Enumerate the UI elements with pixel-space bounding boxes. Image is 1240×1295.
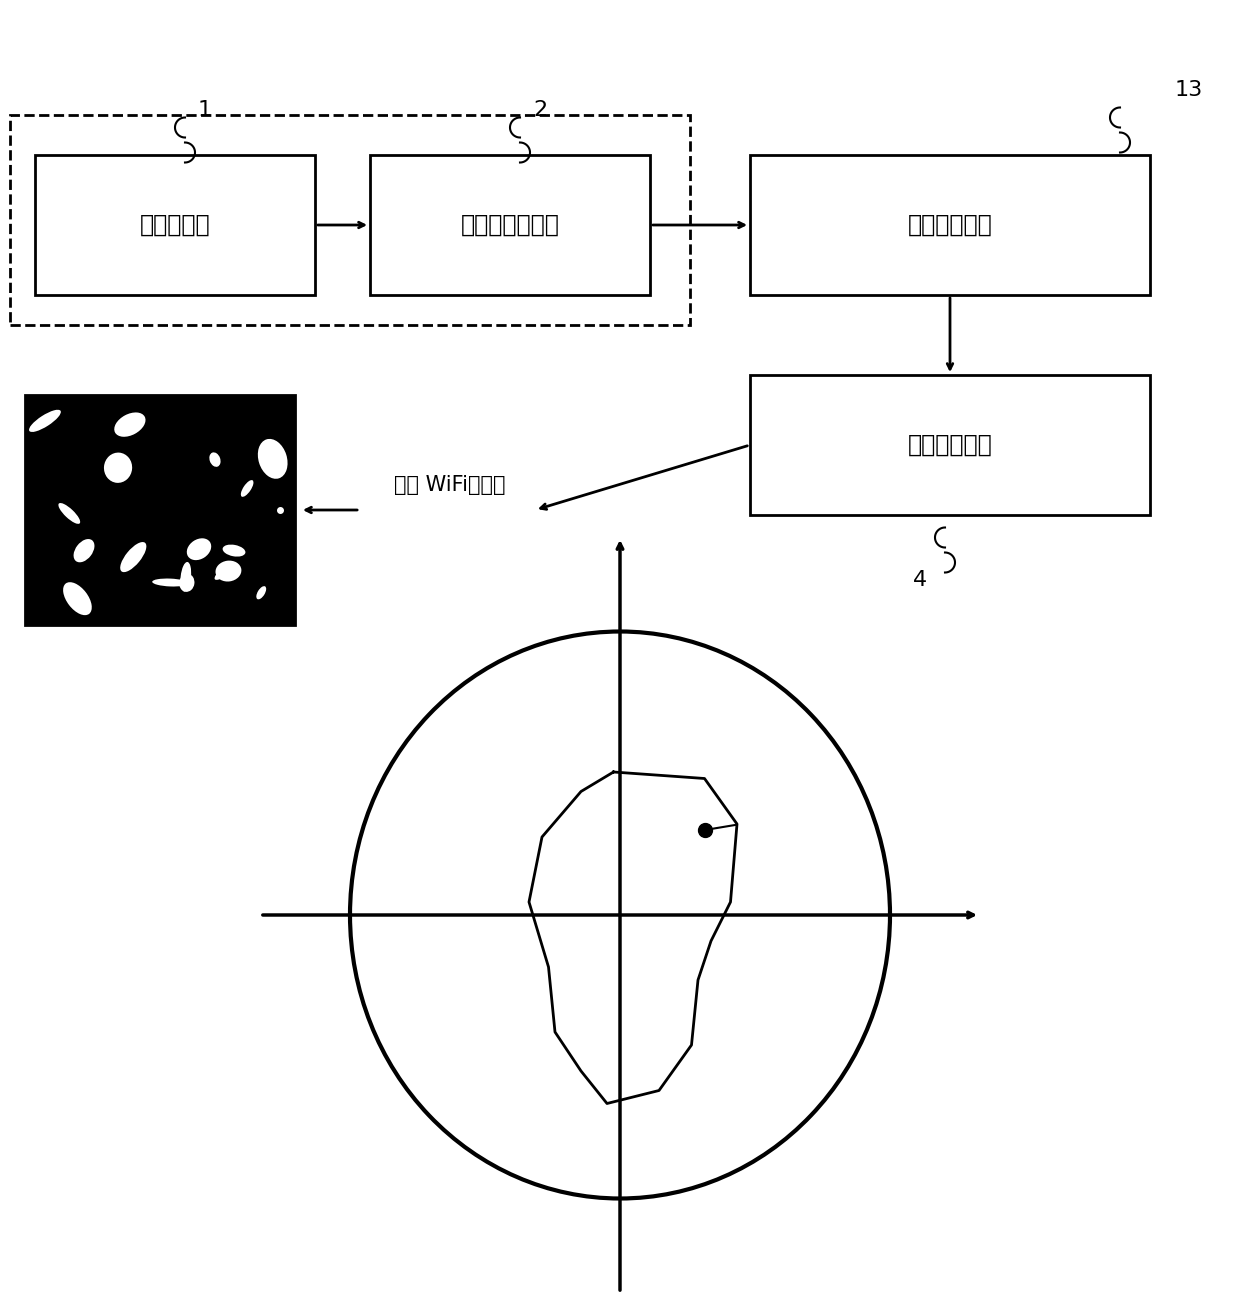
Ellipse shape — [114, 412, 145, 436]
Ellipse shape — [210, 452, 221, 466]
Text: 2: 2 — [533, 100, 547, 120]
Ellipse shape — [58, 502, 81, 524]
Bar — [10, 115, 689, 325]
Ellipse shape — [104, 452, 133, 483]
Ellipse shape — [258, 439, 288, 479]
Text: 1: 1 — [198, 100, 212, 120]
Bar — [35, 155, 315, 295]
Text: 数字测微计: 数字测微计 — [140, 212, 211, 237]
Ellipse shape — [241, 480, 253, 497]
Bar — [750, 155, 1149, 295]
Bar — [25, 395, 295, 625]
Ellipse shape — [216, 561, 242, 581]
Text: 无线 WiFi或有线: 无线 WiFi或有线 — [394, 475, 506, 495]
Bar — [750, 376, 1149, 515]
Ellipse shape — [180, 574, 195, 592]
Ellipse shape — [153, 579, 188, 587]
Text: 数据通讯终端: 数据通讯终端 — [908, 433, 992, 457]
Ellipse shape — [73, 539, 94, 562]
Text: 数据采集控制器: 数据采集控制器 — [460, 212, 559, 237]
Ellipse shape — [181, 562, 191, 592]
Ellipse shape — [63, 583, 92, 615]
Ellipse shape — [215, 562, 236, 580]
Ellipse shape — [187, 539, 211, 561]
Text: 多路串口服务: 多路串口服务 — [908, 212, 992, 237]
Text: 4: 4 — [913, 570, 928, 591]
Ellipse shape — [223, 545, 246, 557]
Bar — [370, 155, 650, 295]
Ellipse shape — [120, 543, 146, 572]
Ellipse shape — [29, 409, 61, 433]
Text: 13: 13 — [1176, 80, 1203, 100]
Ellipse shape — [257, 587, 267, 600]
